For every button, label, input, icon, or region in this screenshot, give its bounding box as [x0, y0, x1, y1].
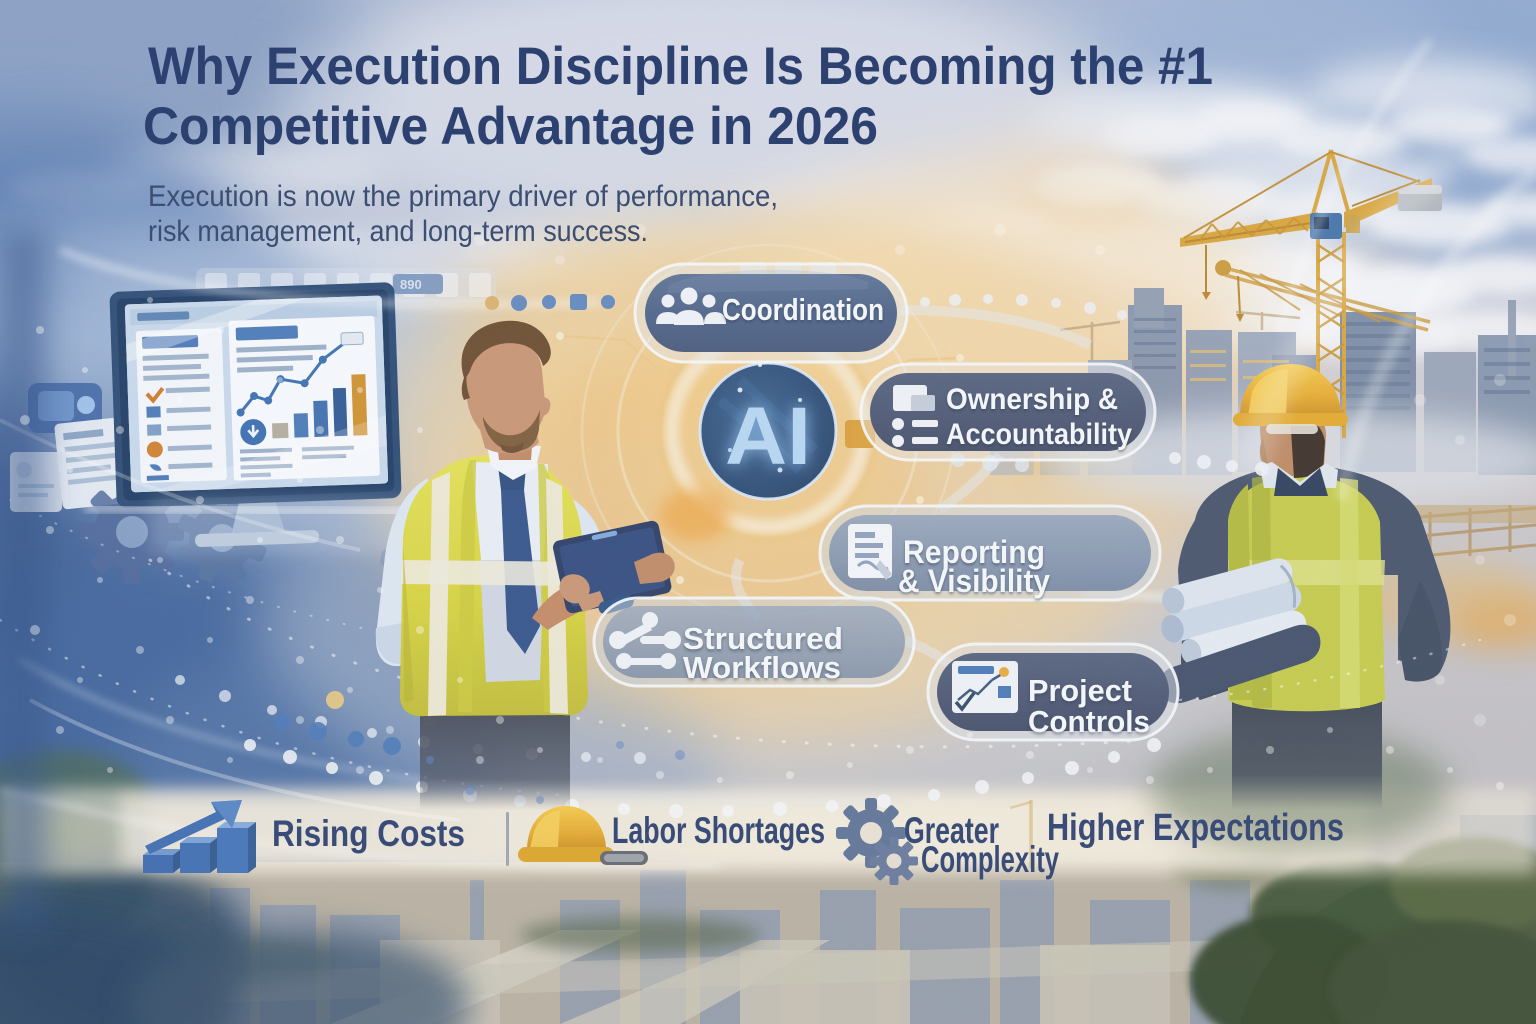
svg-text:Competitive Advantage in 2026: Competitive Advantage in 2026: [143, 97, 878, 156]
svg-text:Execution is now the primary d: Execution is now the primary driver of p…: [148, 180, 778, 213]
svg-text:risk management, and long-term: risk management, and long-term success.: [148, 215, 648, 248]
svg-text:Why Execution Discipline Is Be: Why Execution Discipline Is Becoming the…: [148, 37, 1213, 96]
